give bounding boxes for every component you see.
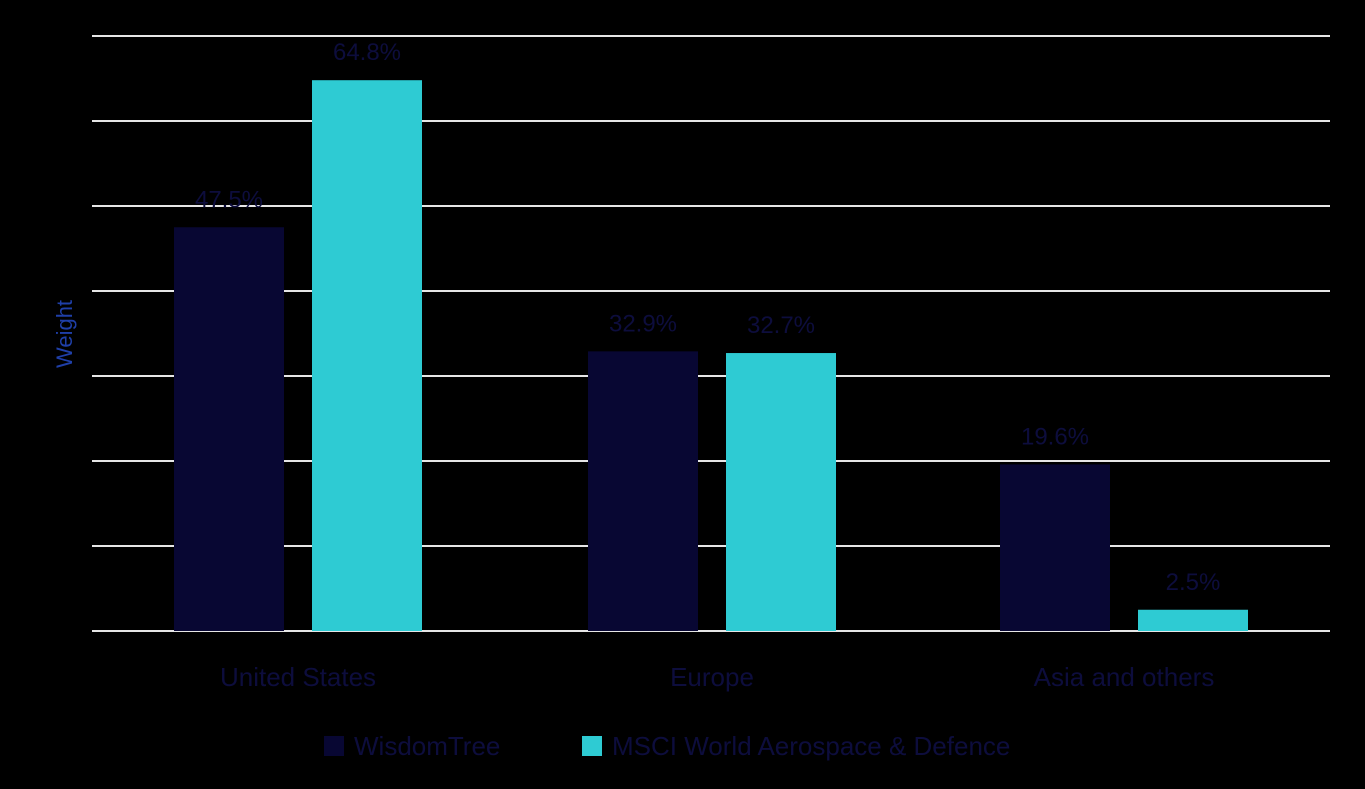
data-labels: 47.5% 32.9% 19.6% 64.8% 32.7% 2.5% (195, 39, 1220, 596)
data-label: 32.9% (609, 310, 677, 337)
legend-swatch (324, 736, 344, 756)
bars (174, 80, 1248, 631)
legend: WisdomTree MSCI World Aerospace & Defence (324, 731, 1010, 761)
data-label: 2.5% (1166, 569, 1221, 596)
legend-label: WisdomTree (354, 731, 500, 761)
bar-wisdomtree-0 (174, 227, 284, 631)
y-axis-label: Weight (52, 300, 77, 368)
bar-msci-2 (1138, 609, 1248, 631)
data-label: 19.6% (1021, 423, 1089, 450)
data-label: 47.5% (195, 186, 263, 213)
bar-wisdomtree-2 (1000, 464, 1110, 631)
bar-wisdomtree-1 (588, 351, 698, 631)
legend-label: MSCI World Aerospace & Defence (612, 731, 1010, 761)
category-labels: United States Europe Asia and others (220, 662, 1214, 692)
legend-swatch (582, 736, 602, 756)
data-label: 32.7% (747, 312, 815, 339)
data-label: 64.8% (333, 39, 401, 66)
category-label: Asia and others (1034, 662, 1215, 692)
gridlines (92, 35, 1330, 632)
bar-msci-0 (312, 80, 422, 631)
category-label: Europe (670, 662, 754, 692)
category-label: United States (220, 662, 376, 692)
bar-msci-1 (726, 353, 836, 631)
